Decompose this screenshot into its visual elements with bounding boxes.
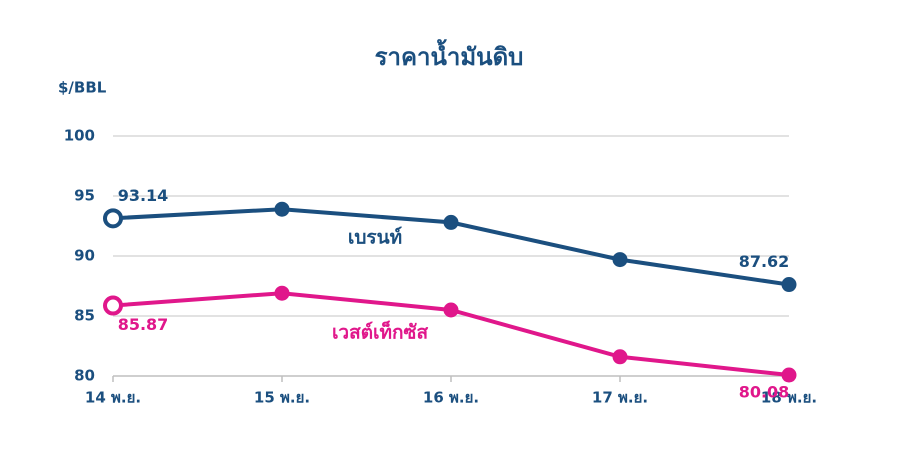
x-tick-label: 18 พ.ย. [761, 389, 817, 407]
chart-title: ราคาน้ำมันดิบ [375, 38, 524, 71]
x-tick-label: 14 พ.ย. [85, 389, 141, 407]
data-label: 85.87 [118, 315, 169, 334]
y-tick-label: 80 [74, 367, 95, 385]
data-label: 80.08 [739, 383, 790, 402]
data-point [274, 285, 290, 301]
data-point [781, 277, 797, 293]
data-point [612, 252, 628, 268]
x-tick-label: 15 พ.ย. [254, 389, 310, 407]
x-tick-label: 16 พ.ย. [423, 389, 479, 407]
data-point [443, 214, 459, 230]
data-point [103, 295, 123, 316]
x-tick-label: 17 พ.ย. [592, 389, 648, 407]
data-point [443, 302, 459, 318]
y-axis-label: $/BBL [58, 79, 107, 97]
series-label: เวสต์เท็กซัส [332, 320, 429, 344]
y-tick-label: 100 [64, 127, 95, 145]
data-point [612, 349, 628, 365]
y-tick-label: 95 [74, 187, 95, 205]
data-label: 87.62 [739, 252, 790, 271]
series-label: เบรนท์ [348, 227, 402, 249]
data-point [274, 201, 290, 217]
data-label: 93.14 [118, 186, 169, 205]
data-point [781, 367, 797, 383]
y-tick-label: 90 [74, 247, 95, 265]
data-point [103, 208, 123, 229]
y-tick-label: 85 [74, 307, 95, 325]
